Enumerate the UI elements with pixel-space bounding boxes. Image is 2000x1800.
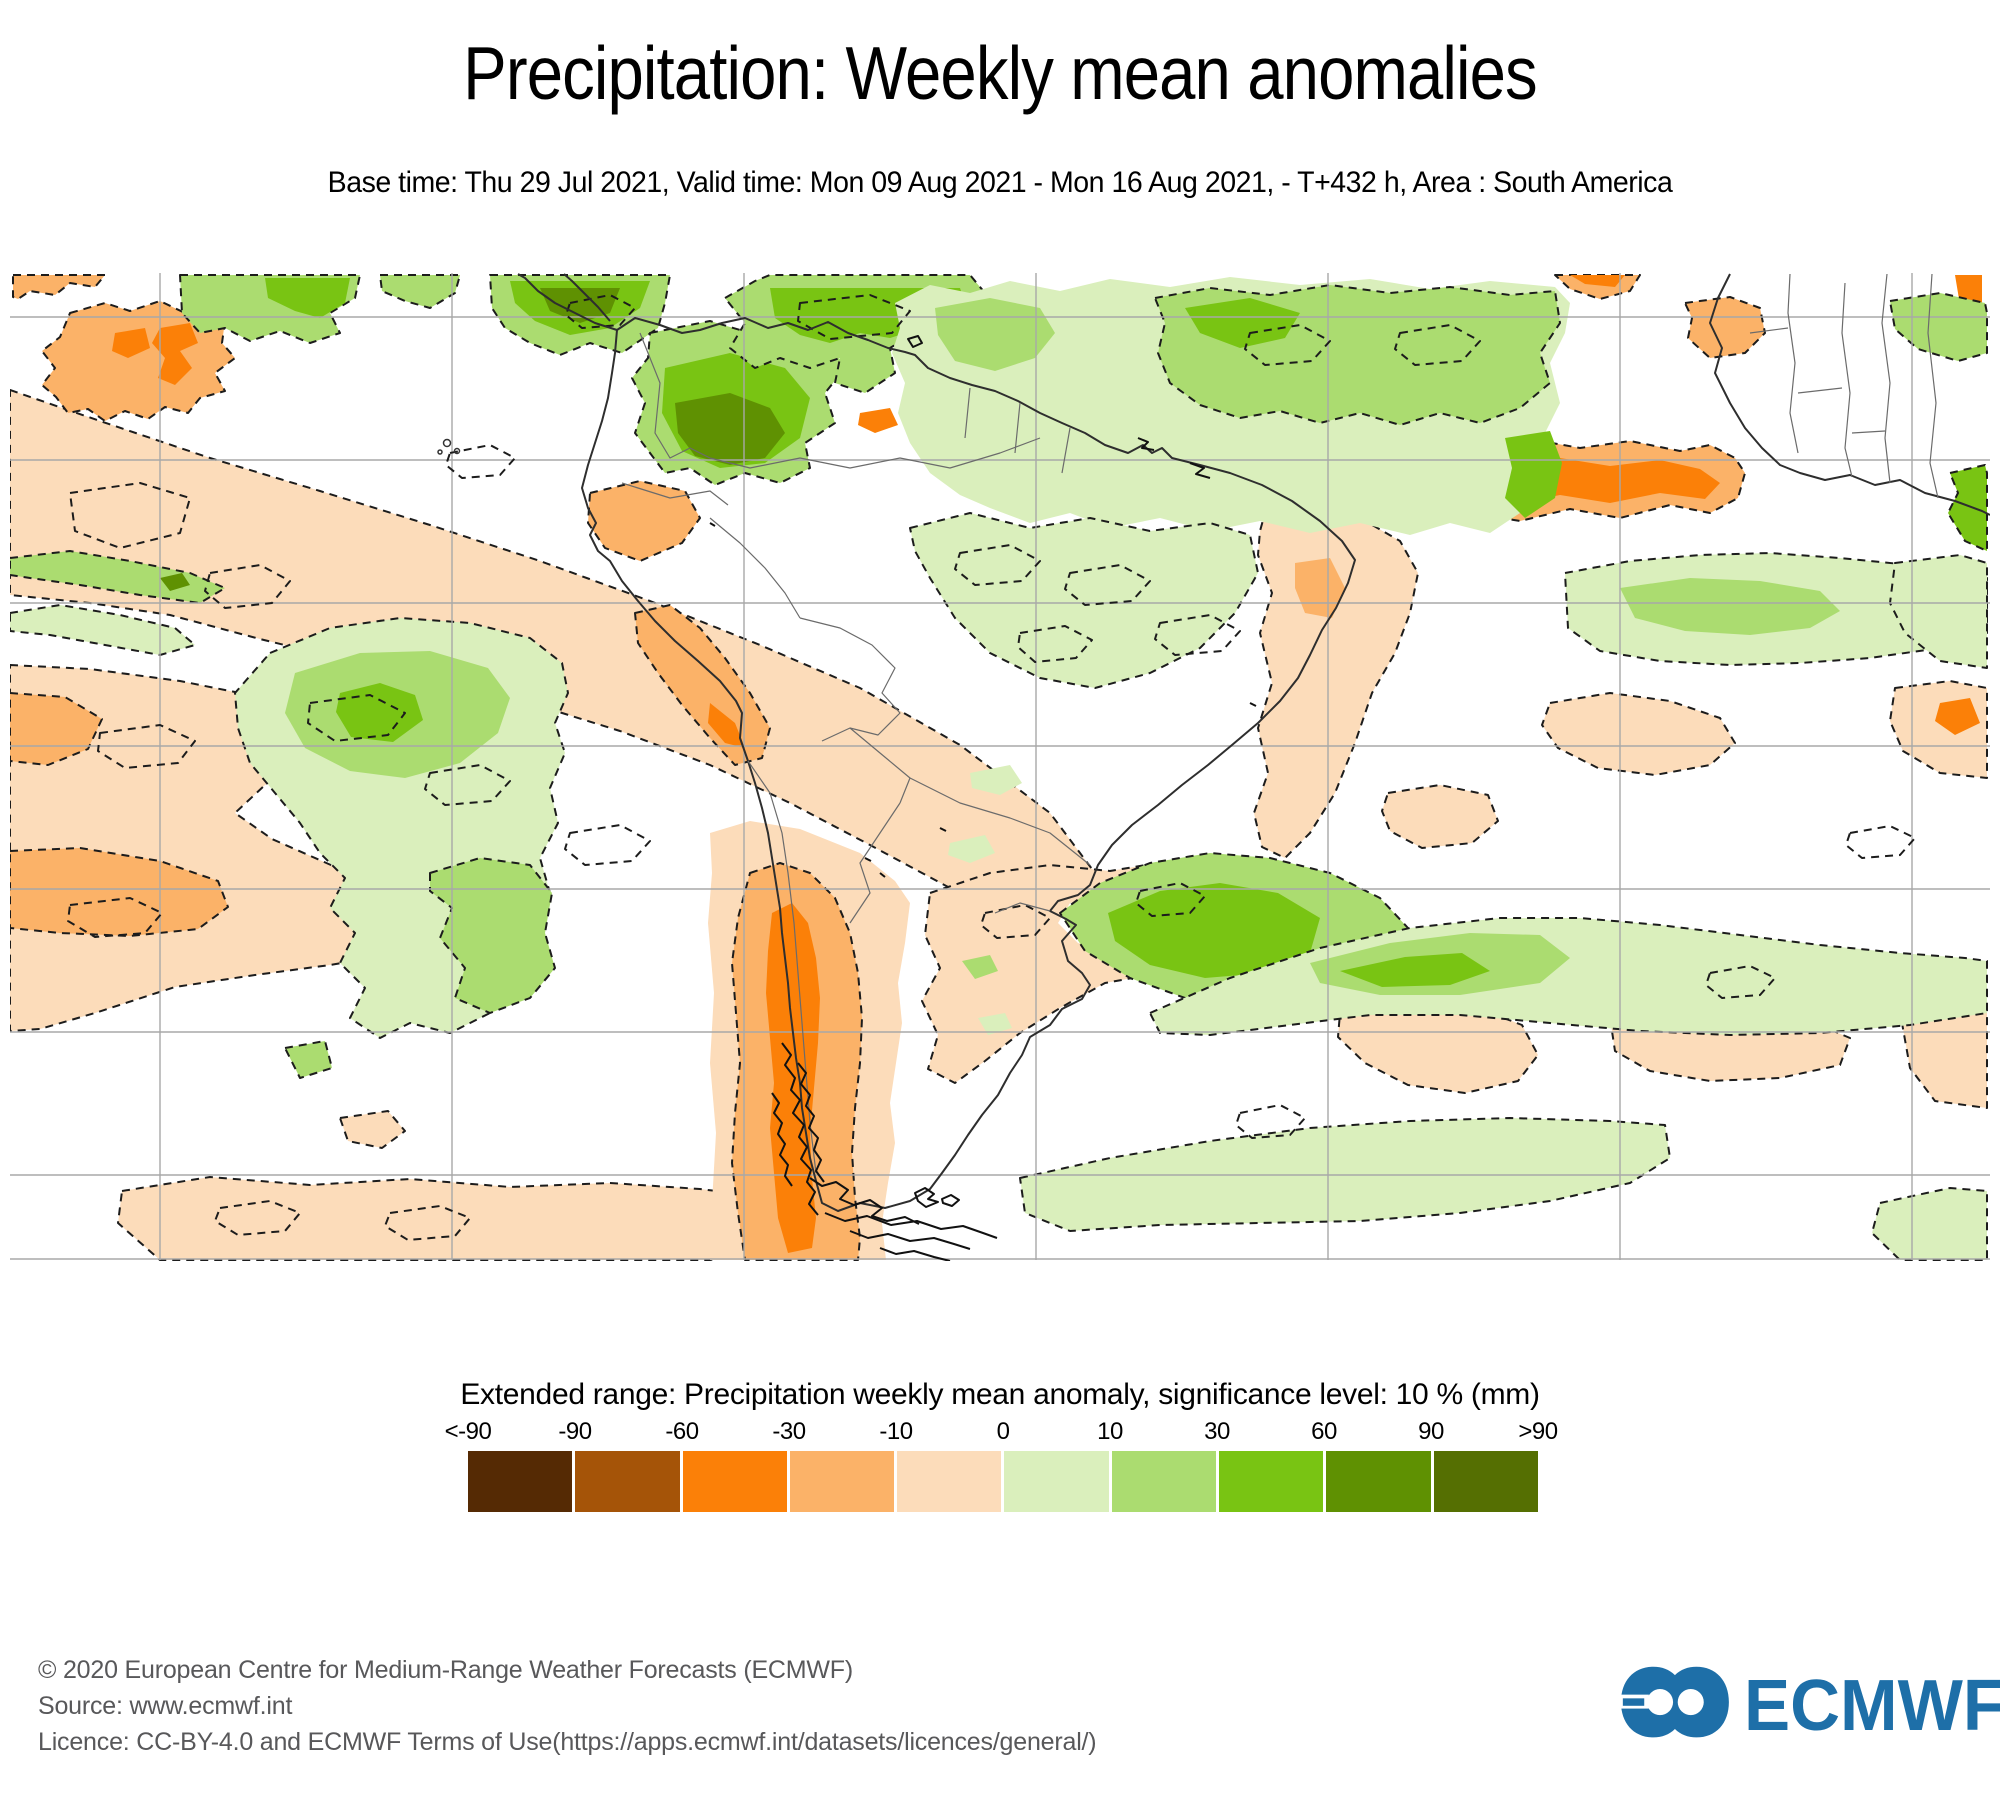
ecmwf-logo-icon: [1618, 1663, 1730, 1748]
footer-licence: Licence: CC-BY-4.0 and ECMWF Terms of Us…: [38, 1728, 1097, 1756]
legend-color-cell: [1433, 1451, 1538, 1512]
anomaly-map: .P{fill:#fcdcba;stroke:none;} .LO{fill:#…: [9, 273, 1991, 1262]
legend-tick: >90: [1518, 1418, 1558, 1445]
legend-color-cell: [575, 1451, 680, 1512]
legend-tick-labels: <-90 -90 -60 -30 -10 0 10 30 60 90 >90: [445, 1418, 1558, 1446]
legend-color-cell: [1219, 1451, 1324, 1512]
legend-tick: 0: [996, 1418, 1010, 1445]
footer-attribution: © 2020 European Centre for Medium-Range …: [38, 1652, 1097, 1760]
coastlines: [517, 273, 1991, 1212]
legend-color-cell: [682, 1451, 787, 1512]
page-title: Precipitation: Weekly mean anomalies: [463, 31, 1538, 115]
legend-color-cell: [897, 1451, 1002, 1512]
legend-color-cell: [789, 1451, 895, 1512]
legend-tick: 60: [1311, 1418, 1337, 1445]
ecmwf-logo-text: ECMWF: [1744, 1665, 2000, 1746]
legend-tick: 10: [1097, 1418, 1123, 1445]
legend-tick: -90: [558, 1418, 592, 1445]
legend-tick: 90: [1418, 1418, 1444, 1445]
legend-title: Extended range: Precipitation weekly mea…: [460, 1378, 1540, 1411]
legend-tick: 30: [1204, 1418, 1230, 1445]
legend-color-cell: [468, 1451, 573, 1512]
legend-tick: -10: [879, 1418, 913, 1445]
legend-color-cell: [1004, 1451, 1109, 1512]
legend-tick: -60: [665, 1418, 699, 1445]
graticule-grid: [10, 273, 1990, 1260]
legend-colorbar: [468, 1451, 1538, 1512]
legend-tick: -30: [772, 1418, 806, 1445]
page-subtitle: Base time: Thu 29 Jul 2021, Valid time: …: [327, 166, 1673, 199]
legend-color-cell: [1111, 1451, 1217, 1512]
footer-source: Source: www.ecmwf.int: [38, 1692, 293, 1720]
legend-tick: <-90: [444, 1418, 492, 1445]
footer-copyright: © 2020 European Centre for Medium-Range …: [38, 1656, 854, 1684]
terrain-and-island-details: [437, 335, 1257, 1262]
anomaly-map-canvas: .P{fill:#fcdcba;stroke:none;} .LO{fill:#…: [9, 273, 1991, 1262]
ecmwf-logo: ECMWF: [1618, 1663, 2000, 1748]
significance-contours: [67, 294, 1916, 1241]
legend-color-cell: [1326, 1451, 1431, 1512]
